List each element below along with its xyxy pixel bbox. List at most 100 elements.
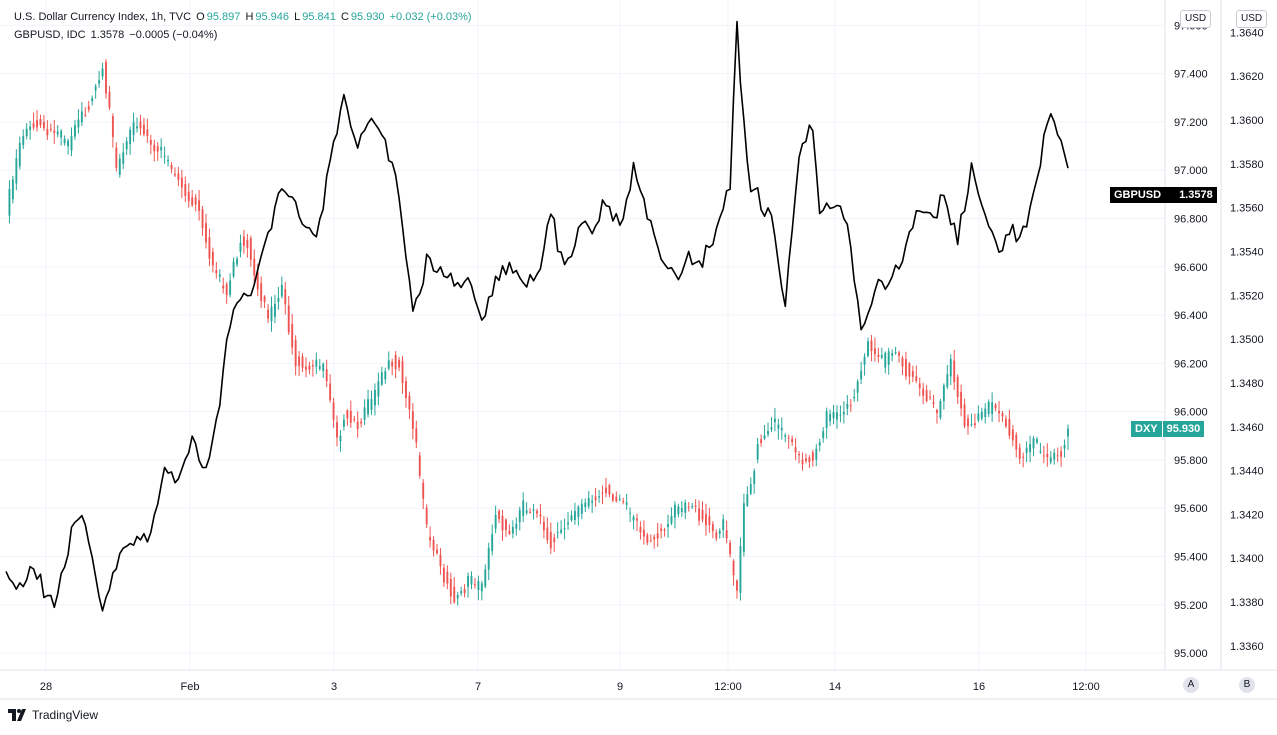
dxy-candle [804,458,807,461]
dxy-candle [439,554,442,567]
auto-scale-button[interactable]: A [1183,677,1199,693]
dxy-candle [8,188,11,216]
gbpusd-axis-unit[interactable]: USD [1236,10,1268,28]
dxy-tick-label: 97.000 [1174,165,1208,177]
dxy-open: 95.897 [206,11,241,23]
dxy-candle [53,130,56,134]
dxy-candle [1022,456,1025,458]
dxy-candle [87,106,90,110]
dxy-candle [246,239,249,248]
dxy-candle [67,140,70,147]
tradingview-logo[interactable]: TradingView [8,708,98,722]
dxy-candle [1004,418,1007,427]
dxy-candle [1067,428,1069,437]
dxy-candle [908,363,911,377]
dxy-candle [922,388,925,396]
dxy-candle [105,61,107,94]
dxy-candle [39,119,42,126]
dxy-low: 95.841 [302,11,336,23]
dxy-candle [1018,447,1021,459]
dxy-tick-label: 97.400 [1174,69,1208,81]
dxy-candle [91,97,94,102]
dxy-candle [749,484,752,494]
dxy-candle [218,274,221,277]
gbpusd-tick-label: 1.3640 [1230,27,1264,39]
dxy-candle [801,459,804,465]
dxy-candle [101,68,104,77]
dxy-candle [515,523,518,529]
dxy-candle [387,360,390,369]
dxy-candle [146,129,149,137]
dxy-candle [380,372,383,385]
dxy-high: 95.946 [255,11,290,23]
dxy-tick-label: 96.000 [1174,407,1208,419]
dxy-candle [711,524,714,532]
dxy-candle [63,138,66,144]
dxy-candle [760,439,763,443]
dxy-candle [342,419,345,427]
dxy-candle [322,363,325,372]
dxy-axis-labels: 95.000 95.200 95.400 95.600 95.800 96.000 96.2… [1174,20,1208,660]
dxy-candle [777,424,780,429]
dxy-candle [660,528,663,531]
dxy-candle [1056,455,1059,457]
dxy-candle [211,251,214,266]
gbpusd-series-line [5,20,1069,612]
dxy-candle [725,530,728,539]
dxy-candle [656,533,659,539]
dxy-tick-label: 95.600 [1174,503,1208,515]
dxy-candle [904,359,907,377]
gbpusd-tag-label: GBPUSD [1114,189,1162,201]
dxy-candle [198,200,201,211]
dxy-candle [753,471,756,484]
dxy-candle [463,589,466,594]
dxy-axis-unit[interactable]: USD [1180,10,1212,28]
x-tick-label: 3 [331,681,337,693]
dxy-candle [663,529,666,531]
dxy-candle [894,352,897,354]
dxy-candle [129,129,132,145]
dxy-candle [349,410,352,423]
dxy-candle [15,158,18,184]
x-tick-label: 14 [829,681,841,693]
dxy-candle [194,197,197,205]
x-axis-labels: 28 Feb 3 7 9 12:00 14 16 12:00 [40,681,1100,693]
dxy-candle [980,411,983,419]
dxy-candle [136,126,138,129]
dxy-candle [287,305,290,333]
dxy-candle [111,116,114,137]
dxy-candle [184,183,187,196]
dxy-candle [191,197,194,206]
dxy-candle [911,371,914,377]
dxy-candle [267,309,270,319]
scale-b-button[interactable]: B [1239,677,1255,693]
x-tick-label: 16 [973,681,985,693]
dxy-candle [884,352,887,368]
dxy-candle [960,391,963,409]
dxy-candle [367,399,369,415]
gbpusd-tick-label: 1.3520 [1230,290,1264,302]
dxy-tick-label: 97.200 [1174,117,1208,129]
dxy-candle [698,508,701,521]
dxy-candle [729,542,732,555]
dxy-candle [708,516,711,526]
dxy-candle [242,236,245,246]
dxy-candle [177,173,180,180]
dxy-candle [929,396,932,398]
dxy-candle [891,353,894,356]
dxy-candle [787,437,790,439]
gbpusd-tick-label: 1.3600 [1230,115,1264,127]
gbpusd-legend[interactable]: GBPUSD, IDC 1.3578 −0.0005 (−0.04%) [14,28,219,42]
dxy-candle [587,498,590,507]
dxy-change: +0.032 (+0.03%) [389,11,472,23]
dxy-candle [391,361,394,367]
dxy-candle [518,510,521,523]
dxy-candle [336,422,338,438]
gbpusd-last: 1.3578 [90,29,125,41]
dxy-legend[interactable]: U.S. Dollar Currency Index, 1h, TVC O 95.… [14,10,474,24]
dxy-candle [1049,457,1052,463]
dxy-candle [411,411,414,429]
dxy-candle [860,370,863,380]
